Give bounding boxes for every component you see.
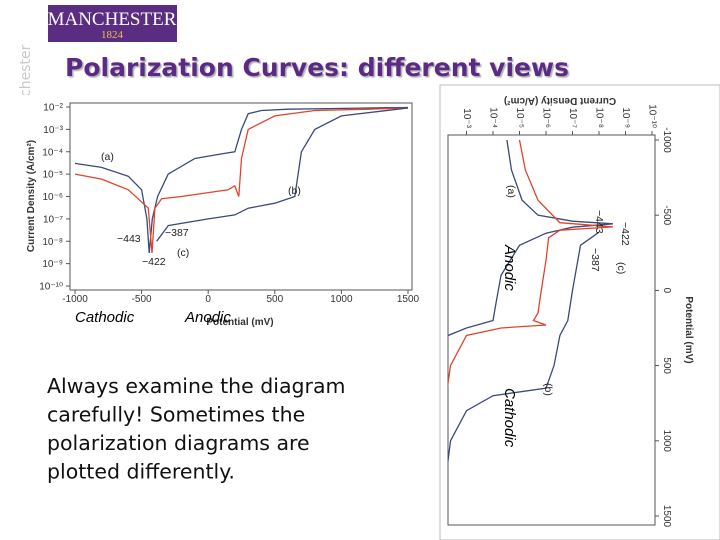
annotation: −422: [142, 256, 166, 268]
y-tick-label: 10⁻⁹: [620, 107, 631, 128]
curve: [74, 107, 409, 253]
x-tick-label: 0: [205, 294, 211, 305]
figure-left: -1000 -500 0 500 1000 1500 10⁻² 10⁻³ 10⁻⁴ 10⁻⁵ 10⁻…: [26, 103, 420, 329]
x-tick-label: 500: [661, 357, 672, 374]
y-tick-label: 10⁻⁵: [514, 107, 525, 128]
y-tick-label: 10⁻⁴: [42, 147, 63, 158]
y-tick-label: 10⁻⁷: [567, 108, 578, 128]
x-tick-label: -500: [661, 205, 672, 225]
y-tick-label: 10⁻⁵: [42, 170, 63, 181]
y-tick-label: 10⁻³: [43, 125, 63, 136]
series-group: [448, 139, 613, 467]
curve: [448, 139, 613, 339]
body-line: polarization diagrams are: [47, 431, 310, 455]
curve: [156, 107, 409, 242]
plot-frame: [447, 134, 656, 526]
logo-year: 1824: [101, 29, 124, 41]
logo-box: [48, 5, 177, 42]
x-tick-label: 1000: [330, 294, 353, 305]
y-tick-label: 10⁻⁶: [540, 107, 551, 128]
y-axis-title: Current Density (A/cm²): [504, 95, 616, 106]
annotation: (b): [542, 383, 554, 396]
x-tick-label: 1500: [397, 294, 420, 305]
x-tick-label: 1000: [661, 430, 672, 453]
figure-right: -1000 -500 0 500 1000 1500 10⁻³ 10⁻⁴ 10⁻⁵ 10⁻⁶ 10⁻…: [448, 95, 694, 528]
overlay-label: Cathodic: [501, 388, 518, 448]
annotation: −422: [619, 222, 631, 246]
figure-left-bg: [15, 95, 428, 332]
y-tick-label: 10⁻⁴: [487, 107, 498, 128]
body-line: Always examine the diagram: [47, 374, 346, 398]
y-tick-label: 10⁻¹⁰: [39, 282, 63, 293]
x-tick-label: 0: [661, 288, 672, 294]
overlay-label: Anodic: [184, 309, 231, 326]
y-axis-title: Current Density (A/cm²): [26, 140, 37, 252]
curve: [74, 106, 409, 253]
body-line: carefully! Sometimes the: [47, 403, 305, 427]
annotation: (c): [177, 247, 189, 259]
y-tick-label: 10⁻¹⁰: [646, 104, 657, 128]
annotation: (c): [615, 262, 627, 274]
y-tick-label: 10⁻³: [461, 108, 472, 128]
y-tick-label: 10⁻⁶: [42, 192, 63, 203]
y-tick-label: 10⁻⁷: [43, 214, 63, 225]
body-line: plotted differently.: [47, 460, 235, 484]
slide-title: Polarization Curves: different views: [65, 53, 569, 82]
y-tick-label: 10⁻⁸: [593, 107, 604, 128]
annotation: (a): [101, 151, 114, 163]
figure-right-bg: [439, 84, 720, 540]
curve: [448, 231, 600, 467]
annotation: −443: [117, 233, 141, 245]
curve: [448, 139, 613, 388]
y-tick-label: 10⁻²: [43, 103, 63, 114]
x-tick-label: -1000: [62, 294, 88, 305]
overlay-label: Anodic: [501, 244, 518, 291]
annotation: (a): [505, 185, 517, 198]
x-tick-label: -500: [132, 294, 152, 305]
overlay-label: Cathodic: [75, 309, 135, 326]
annotation: −387: [165, 227, 189, 239]
x-tick-label: 1500: [661, 505, 672, 528]
annotation: (b): [288, 185, 301, 197]
body-text: Always examine the diagram carefully! Som…: [47, 374, 346, 484]
x-axis-title: Potential (mV): [683, 296, 694, 363]
x-axis-title: Potential (mV): [206, 317, 273, 328]
annotation: −387: [589, 248, 601, 272]
x-tick-label: 500: [266, 294, 283, 305]
x-tick-label: -1000: [661, 127, 672, 153]
y-tick-label: 10⁻⁹: [42, 259, 63, 270]
logo-name: MANCHESTER: [48, 9, 177, 30]
y-tick-label: 10⁻⁸: [42, 237, 63, 248]
series-group: [74, 106, 409, 253]
annotation: −443: [593, 210, 605, 234]
